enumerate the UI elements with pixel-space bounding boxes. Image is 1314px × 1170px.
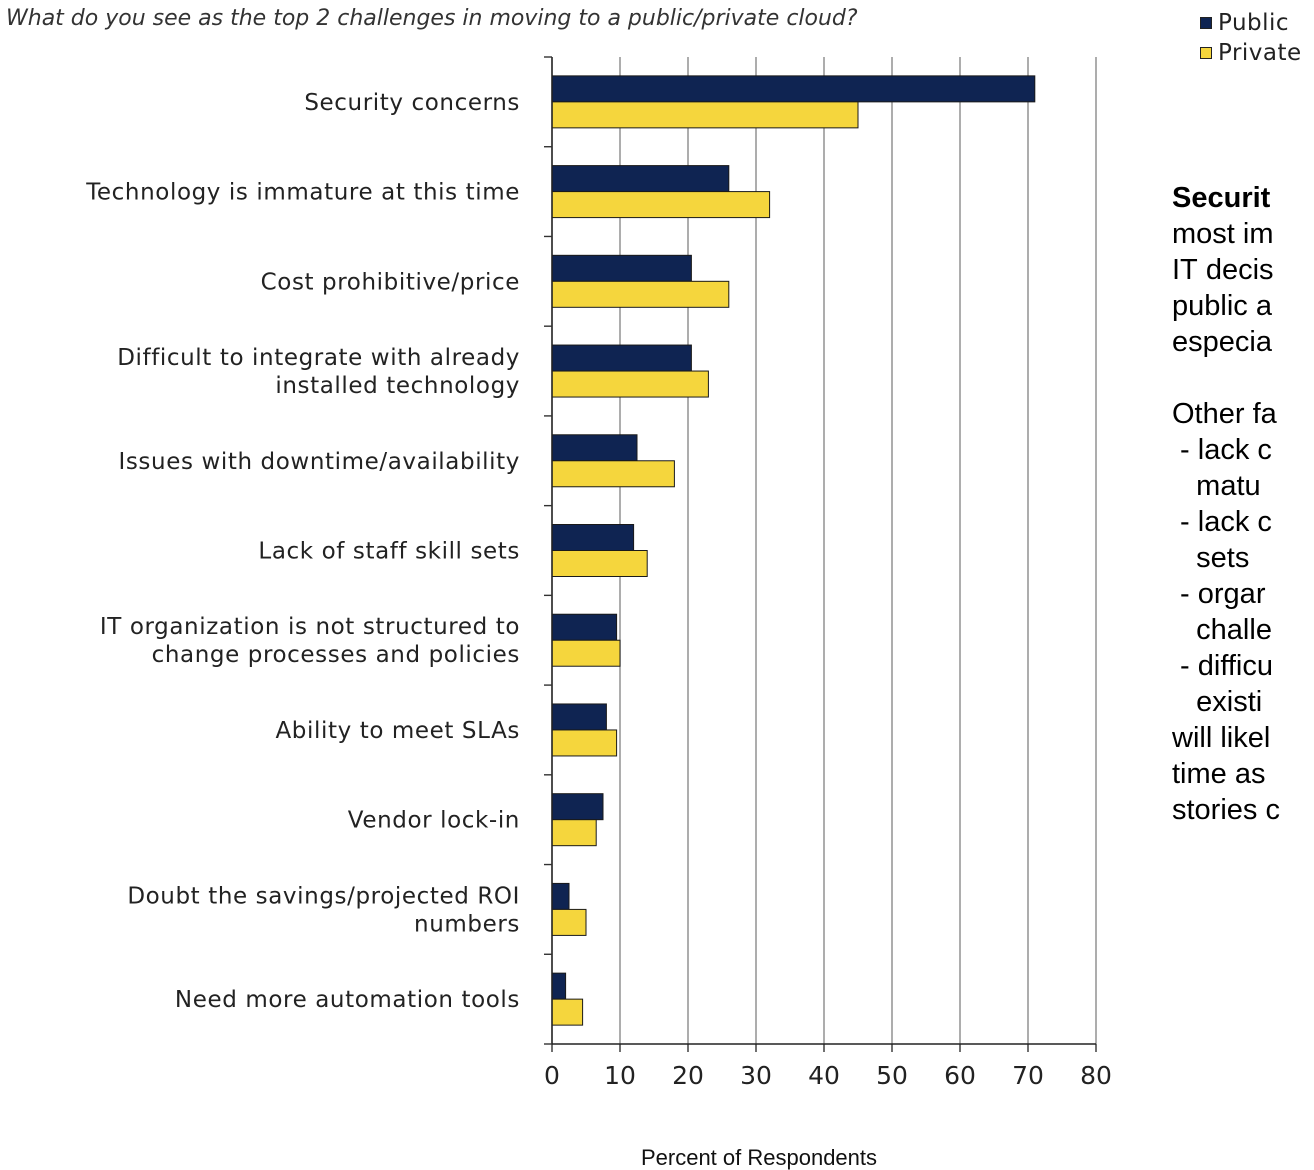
category-label: Cost prohibitive/price — [261, 269, 520, 295]
commentary-line: existi — [1172, 686, 1263, 718]
legend: Public Private — [1200, 8, 1302, 68]
category-label: installed technology — [275, 373, 520, 399]
x-tick-label: 40 — [808, 1061, 840, 1090]
category-label: Ability to meet SLAs — [275, 718, 520, 744]
bar-private — [551, 908, 587, 936]
commentary-line: sets — [1172, 542, 1250, 574]
category-label: Need more automation tools — [175, 987, 520, 1013]
legend-label-public: Public — [1218, 10, 1290, 36]
bar-public — [551, 524, 635, 551]
commentary-line: stories c — [1172, 794, 1280, 826]
bar-public — [551, 434, 638, 462]
category-label: Technology is immature at this time — [85, 180, 520, 206]
bar-public — [551, 613, 618, 641]
bar-private — [551, 101, 859, 129]
gridlines — [619, 57, 1097, 1044]
x-tick-label: 20 — [672, 1061, 704, 1090]
commentary-line: - difficu — [1172, 650, 1274, 682]
legend-item-private: Private — [1200, 38, 1302, 68]
bar-public — [551, 165, 730, 193]
bars — [551, 75, 1036, 1026]
x-tick-label: 30 — [740, 1061, 772, 1090]
category-label: Difficult to integrate with already — [117, 345, 520, 371]
category-label: numbers — [414, 911, 520, 937]
bar-public — [551, 703, 607, 731]
commentary-line: especia — [1172, 326, 1272, 358]
commentary-line: - lack c — [1172, 434, 1272, 466]
bar-chart: Security concerns Technology is immature … — [85, 56, 1112, 1170]
category-labels: Security concerns Technology is immature … — [85, 90, 520, 1013]
commentary-line: - orgar — [1172, 578, 1266, 610]
commentary-text: Securit most im IT decis public a especia Oth… — [1172, 180, 1314, 828]
bar-public — [551, 254, 692, 282]
bar-public — [551, 344, 692, 372]
x-tick-label: 50 — [876, 1061, 908, 1090]
category-label: change processes and policies — [152, 642, 520, 668]
x-tick-label: 80 — [1080, 1061, 1112, 1090]
commentary-line: public a — [1172, 290, 1272, 322]
legend-item-public: Public — [1200, 8, 1302, 38]
legend-swatch-private — [1200, 47, 1212, 59]
chart-question: What do you see as the top 2 challenges … — [6, 6, 858, 31]
bar-private — [551, 998, 584, 1026]
commentary-line: Securit — [1172, 182, 1271, 214]
bar-public — [551, 75, 1036, 103]
commentary-line: IT decis — [1172, 254, 1274, 286]
x-tick-label: 0 — [544, 1061, 560, 1090]
commentary-line: - lack c — [1172, 506, 1272, 538]
commentary-line: most im — [1172, 218, 1274, 250]
category-label: Doubt the savings/projected ROI — [127, 883, 520, 909]
commentary-line: time as — [1172, 758, 1266, 790]
x-tick-label: 10 — [604, 1061, 636, 1090]
x-axis-title: Percent of Respondents — [641, 1145, 877, 1170]
legend-label-private: Private — [1218, 40, 1302, 66]
bar-private — [551, 280, 730, 308]
category-label: Vendor lock-in — [348, 808, 520, 834]
bar-private — [551, 819, 597, 847]
x-tick-label: 70 — [1012, 1061, 1044, 1090]
x-tick-labels: 0 10 20 30 40 50 60 70 80 — [544, 1061, 1112, 1090]
commentary-line: Other fa — [1172, 398, 1277, 430]
axes — [544, 56, 1097, 1052]
bar-private — [551, 460, 675, 488]
bar-private — [551, 639, 621, 667]
category-label: Security concerns — [304, 90, 520, 116]
bar-private — [551, 729, 618, 757]
bar-private — [551, 550, 648, 577]
bar-private — [551, 191, 771, 219]
x-tick-label: 60 — [944, 1061, 976, 1090]
category-label: Lack of staff skill sets — [258, 539, 520, 565]
bar-private — [551, 370, 709, 398]
commentary-line: matu — [1172, 470, 1261, 502]
bar-public — [551, 882, 570, 910]
paragraph-gap — [1172, 360, 1314, 396]
category-label: Issues with downtime/availability — [118, 449, 520, 475]
commentary-line: challe — [1172, 614, 1272, 646]
commentary-line: will likel — [1172, 722, 1271, 754]
bar-public — [551, 972, 567, 1000]
category-label: IT organization is not structured to — [100, 614, 520, 640]
legend-swatch-public — [1200, 17, 1212, 29]
bar-public — [551, 793, 604, 821]
